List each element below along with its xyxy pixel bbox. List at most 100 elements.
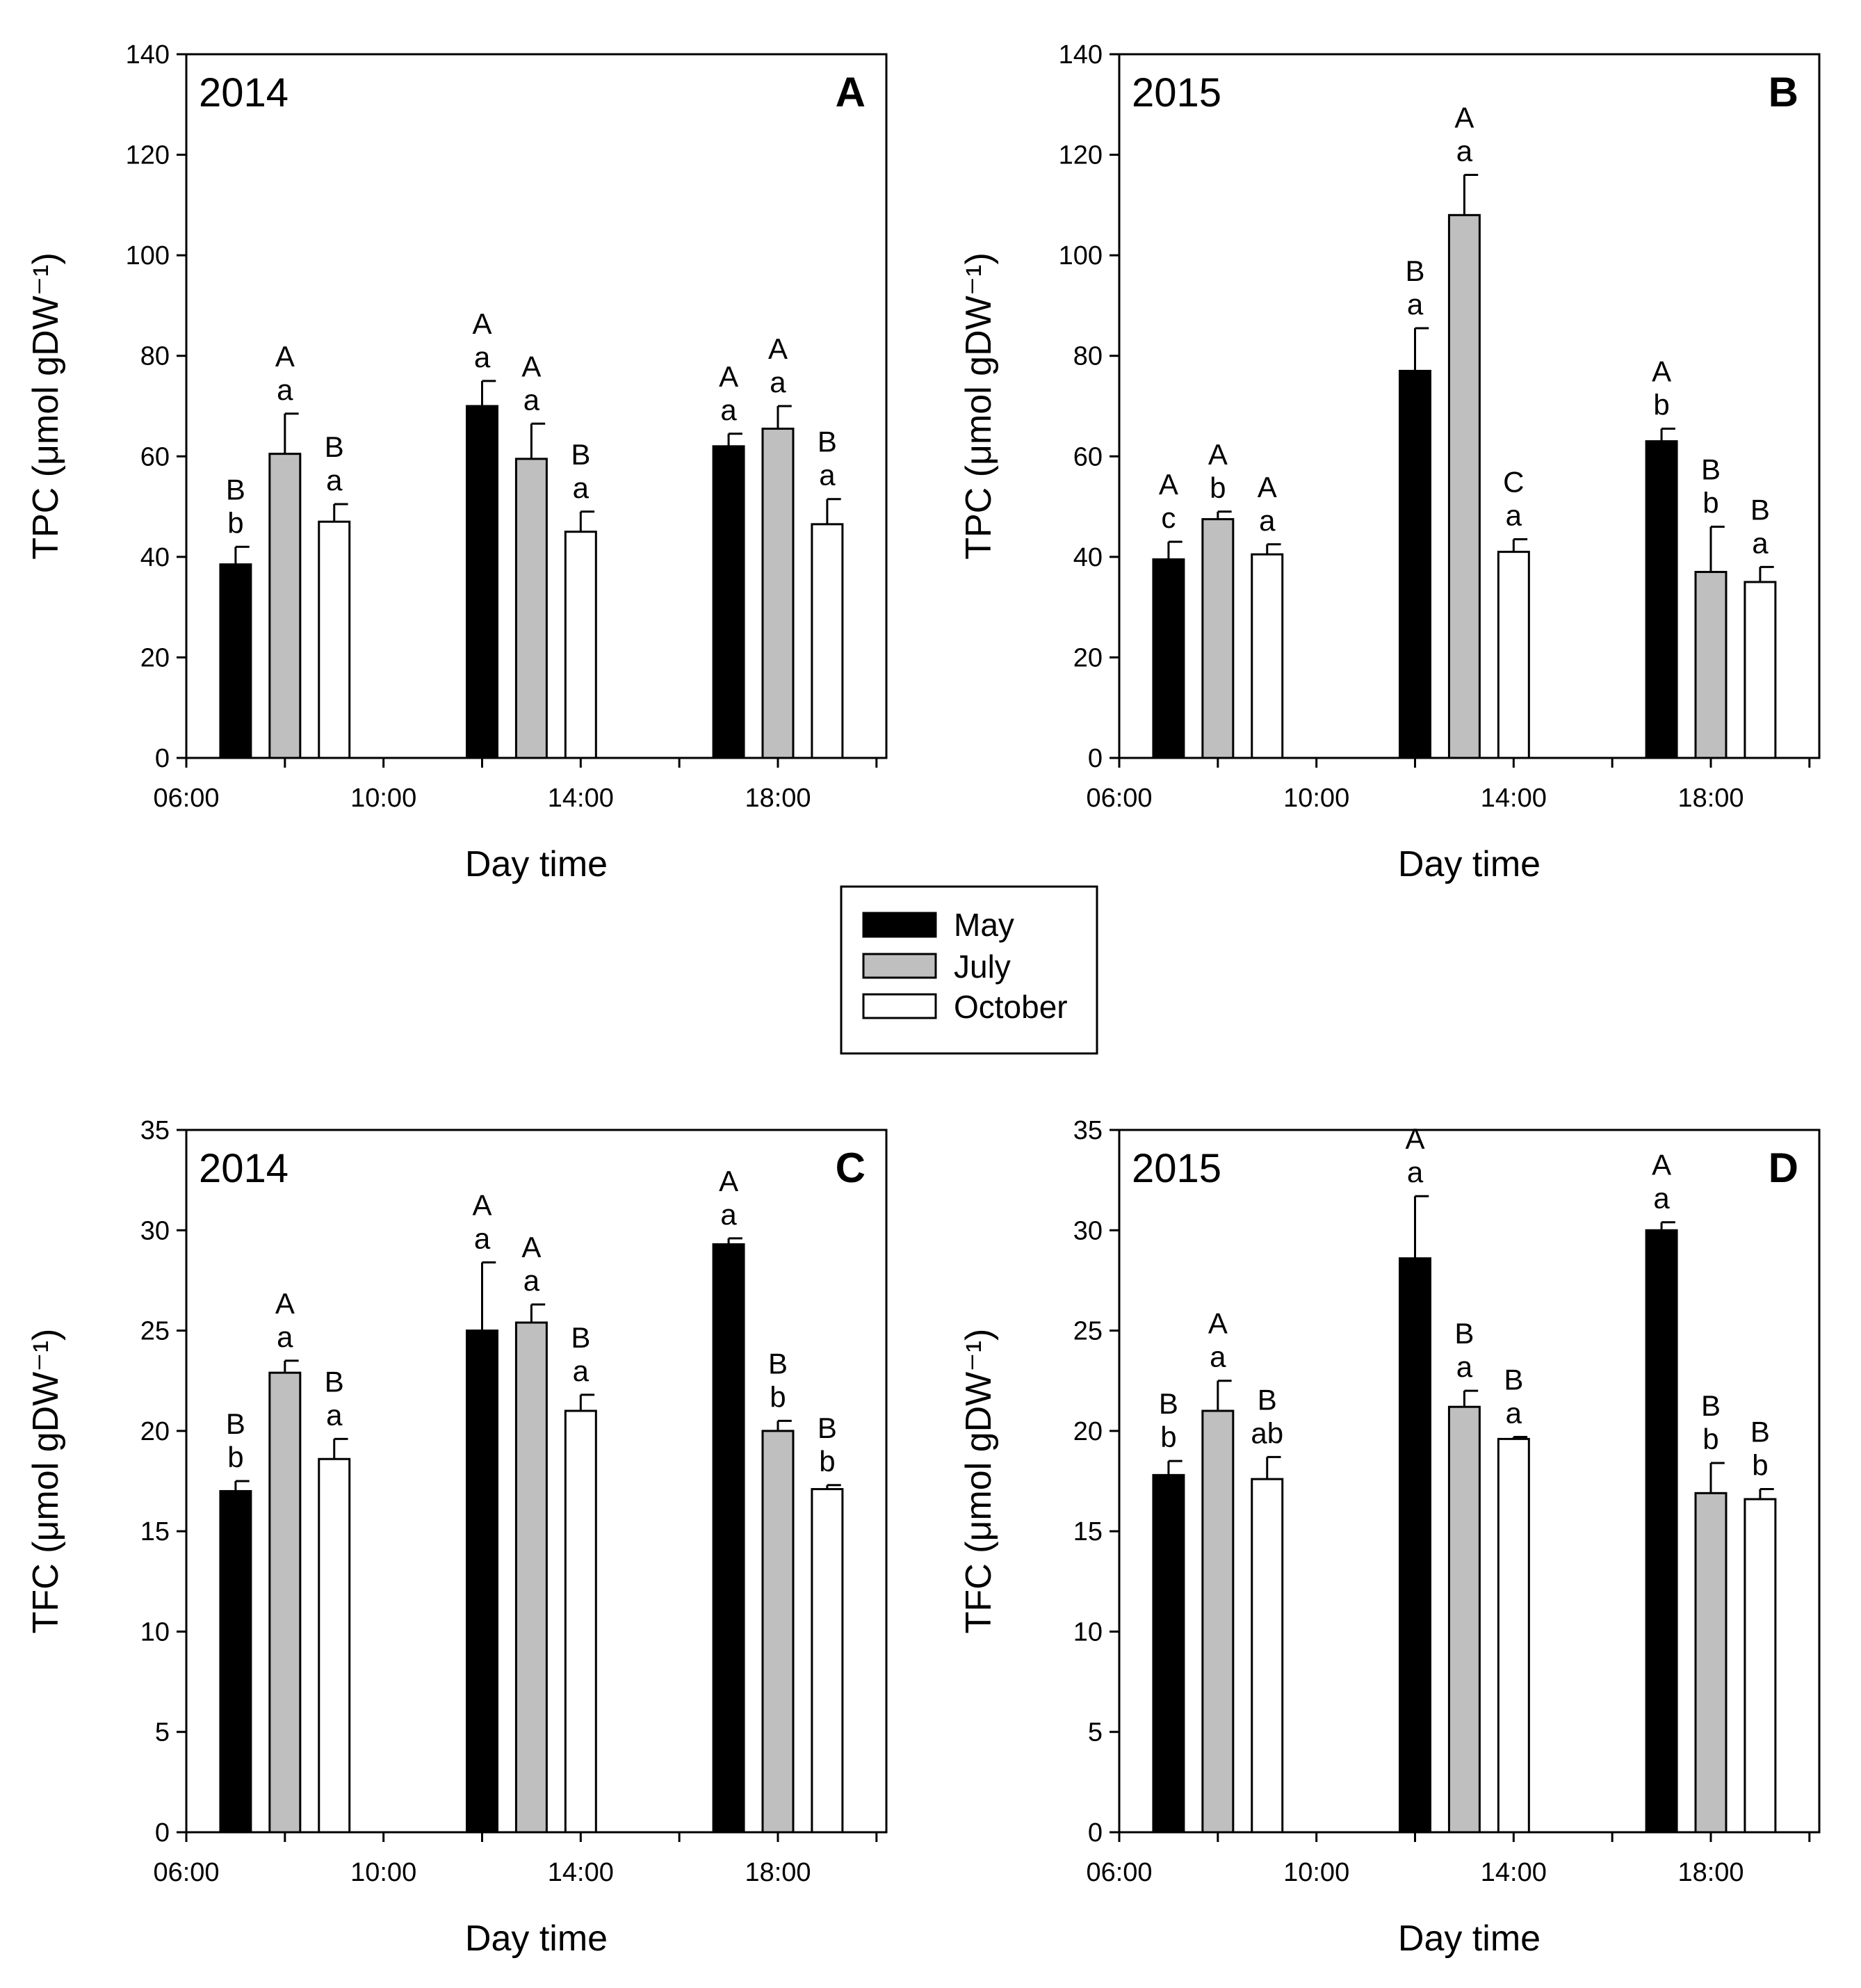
panel-year-label: 2015 — [1132, 70, 1221, 115]
y-tick-label: 60 — [140, 442, 170, 471]
significance-lower: a — [1456, 1350, 1473, 1383]
x-tick-label: 14:00 — [548, 784, 614, 813]
bar-july — [1694, 571, 1728, 759]
significance-upper: B — [1701, 1389, 1721, 1422]
panel-year-label: 2014 — [199, 70, 289, 115]
significance-upper: A — [275, 1287, 295, 1320]
panel-year-label: 2014 — [199, 1146, 289, 1191]
y-tick-label: 60 — [1073, 442, 1103, 471]
bar-july — [1447, 213, 1481, 759]
significance-lower: b — [1702, 1423, 1718, 1455]
legend-label-may: May — [954, 907, 1014, 943]
panel-year-label: 2015 — [1132, 1146, 1221, 1191]
panel-c: 0 5 10 15 20 25 30 35 06:00 10:00 14:00 18:00 Day ti… — [26, 1116, 888, 1959]
bar-may — [712, 445, 745, 759]
x-axis-label: Day time — [1398, 1918, 1541, 1959]
significance-upper: B — [226, 473, 245, 506]
y-tick-label: 100 — [126, 241, 170, 270]
significance-lower: b — [1702, 486, 1718, 519]
significance-upper: A — [719, 1165, 738, 1197]
bar-october — [1251, 553, 1284, 759]
bar-july — [1201, 518, 1235, 759]
significance-lower: a — [720, 1198, 737, 1231]
x-tick-label: 10:00 — [1283, 784, 1349, 813]
y-tick-label: 140 — [126, 40, 170, 70]
bar-october — [1744, 1498, 1777, 1834]
significance-upper: A — [521, 1231, 541, 1263]
significance-upper: A — [1208, 438, 1228, 471]
bar-july — [268, 1371, 302, 1834]
significance-lower: a — [1653, 1182, 1670, 1215]
bar-july — [1201, 1409, 1235, 1834]
y-tick-label: 35 — [140, 1116, 170, 1145]
y-tick-label: 20 — [140, 643, 170, 672]
significance-upper: B — [818, 1412, 837, 1444]
significance-upper: A — [768, 332, 788, 365]
x-axis-label: Day time — [465, 844, 608, 884]
significance-lower: a — [819, 459, 836, 492]
bar-october — [564, 531, 597, 759]
y-tick-label: 20 — [1073, 643, 1103, 672]
legend: May July October — [840, 885, 1098, 1055]
bar-october — [1744, 581, 1777, 759]
significance-upper: A — [275, 340, 295, 373]
y-tick-label: 20 — [140, 1417, 170, 1446]
bar-october — [811, 1488, 844, 1834]
significance-upper: B — [1159, 1387, 1178, 1420]
y-tick-label: 15 — [140, 1517, 170, 1546]
significance-upper: A — [1652, 355, 1671, 388]
y-tick-label: 15 — [1073, 1517, 1103, 1546]
significance-lower: c — [1161, 501, 1176, 534]
significance-upper: B — [571, 1321, 590, 1354]
bar-july — [514, 458, 548, 759]
significance-lower: a — [1752, 526, 1769, 559]
y-tick-label: 25 — [140, 1317, 170, 1346]
y-axis-label: TFC (μmol gDW⁻¹) — [959, 1329, 999, 1634]
bar-may — [219, 563, 252, 759]
legend-label-october: October — [954, 989, 1068, 1025]
y-tick-label: 20 — [1073, 1417, 1103, 1446]
significance-lower: a — [474, 341, 491, 373]
significance-upper: B — [1504, 1364, 1523, 1396]
significance-lower: a — [1259, 504, 1276, 537]
y-tick-label: 35 — [1073, 1116, 1103, 1145]
y-tick-label: 100 — [1059, 241, 1103, 270]
bar-july — [1447, 1405, 1481, 1834]
significance-lower: a — [1210, 1341, 1226, 1373]
significance-lower: b — [227, 506, 243, 539]
significance-upper: B — [1405, 254, 1424, 287]
y-tick-label: 120 — [1059, 141, 1103, 170]
bar-may — [712, 1243, 745, 1834]
significance-upper: B — [1701, 453, 1721, 485]
y-tick-label: 80 — [140, 342, 170, 371]
bar-july — [761, 428, 795, 759]
x-tick-label: 14:00 — [548, 1858, 614, 1887]
bar-may — [1645, 1229, 1678, 1834]
y-tick-label: 140 — [1059, 40, 1103, 70]
significance-lower: a — [770, 366, 786, 398]
bar-july — [761, 1430, 795, 1834]
significance-lower: a — [1506, 1397, 1522, 1430]
bar-october — [1251, 1478, 1284, 1834]
y-axis-label: TPC (μmol gDW⁻¹) — [959, 252, 999, 560]
y-tick-label: 10 — [1073, 1617, 1103, 1647]
significance-lower: b — [819, 1445, 835, 1478]
significance-lower: a — [326, 1398, 343, 1431]
significance-upper: A — [1454, 101, 1474, 134]
significance-upper: B — [1750, 1416, 1770, 1448]
significance-lower: a — [573, 1355, 590, 1387]
significance-upper: A — [1258, 471, 1277, 503]
y-axis-label: TPC (μmol gDW⁻¹) — [26, 252, 66, 560]
legend-label-july: July — [954, 948, 1011, 985]
bar-october — [811, 523, 844, 759]
significance-lower: b — [227, 1441, 243, 1473]
significance-lower: ab — [1251, 1416, 1283, 1449]
y-tick-label: 10 — [140, 1617, 170, 1647]
x-tick-label: 14:00 — [1481, 1858, 1547, 1887]
bar-july — [514, 1321, 548, 1834]
significance-upper: B — [571, 438, 590, 471]
y-tick-label: 40 — [140, 543, 170, 572]
significance-lower: b — [1653, 389, 1669, 421]
y-tick-label: 0 — [155, 1818, 170, 1848]
